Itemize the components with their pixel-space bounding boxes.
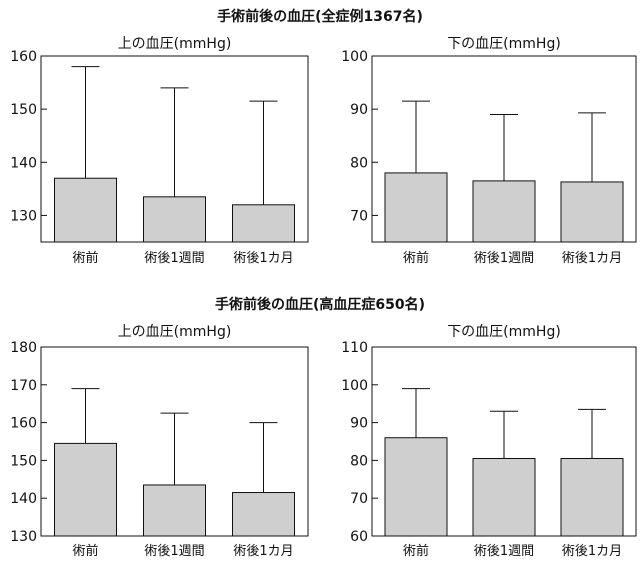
y-tick-label: 160 (10, 49, 37, 65)
category-label: 術前 (72, 543, 98, 559)
category-label: 術後1カ月 (562, 251, 622, 266)
chart-diastolic-hypertension: 下の血圧(mmHg) 60 70 80 90 100 110 術前 術後1週間 術後1カ月 (341, 324, 637, 559)
category-label: 術後1カ月 (562, 544, 622, 559)
bar (472, 458, 536, 537)
y-tick-label: 80 (350, 453, 368, 469)
y-tick-label: 60 (350, 529, 368, 545)
bar (232, 492, 295, 537)
y-tick-label: 70 (350, 208, 368, 224)
y-tick-label: 70 (350, 491, 368, 507)
y-tick-label: 170 (10, 378, 37, 394)
chart-systolic-hypertension: 上の血圧(mmHg) 130 140 150 160 170 180 術前 術後1週間 術後1カ月 (10, 324, 309, 559)
chart-diastolic-all: 下の血圧(mmHg) 70 80 90 100 術前 術後1週間 術後1カ月 (341, 36, 637, 266)
y-tick-label: 100 (341, 378, 368, 394)
chart-systolic-all: 上の血圧(mmHg) 130 140 150 160 術前 術後1週間 術後1カ月 (10, 36, 309, 266)
bar (143, 196, 206, 243)
y-tick-label: 180 (10, 340, 37, 356)
chart-title: 下の血圧(mmHg) (447, 324, 561, 340)
y-tick-label: 80 (350, 155, 368, 171)
section-title-hypertension: 手術前後の血圧(高血圧症650名) (214, 297, 426, 313)
category-label: 術後1週間 (474, 251, 534, 266)
y-tick-label: 140 (10, 491, 37, 507)
bar (560, 458, 624, 537)
category-label: 術後1週間 (474, 544, 534, 559)
y-tick-label: 150 (10, 102, 37, 118)
bar (143, 484, 206, 537)
category-label: 術前 (72, 250, 98, 266)
chart-title: 上の血圧(mmHg) (118, 36, 232, 52)
bar (54, 177, 117, 243)
y-tick-label: 110 (341, 340, 368, 356)
y-tick-label: 90 (350, 416, 368, 432)
bar (384, 437, 448, 537)
bar (560, 181, 624, 243)
category-label: 術後1週間 (144, 544, 204, 559)
y-tick-label: 100 (341, 49, 368, 65)
y-tick-label: 130 (10, 208, 37, 224)
y-tick-label: 130 (10, 529, 37, 545)
chart-title: 上の血圧(mmHg) (118, 324, 232, 340)
category-label: 術後1カ月 (233, 251, 293, 266)
y-tick-label: 90 (350, 102, 368, 118)
bar (472, 180, 536, 243)
y-tick-label: 150 (10, 453, 37, 469)
category-label: 術後1週間 (144, 251, 204, 266)
bar (384, 172, 448, 243)
bar (54, 442, 117, 537)
category-label: 術前 (403, 543, 429, 559)
category-label: 術前 (403, 250, 429, 266)
y-tick-label: 160 (10, 416, 37, 432)
chart-title: 下の血圧(mmHg) (447, 36, 561, 52)
category-label: 術後1カ月 (233, 544, 293, 559)
bar (232, 204, 295, 243)
section-title-all-patients: 手術前後の血圧(全症例1367名) (217, 9, 423, 25)
y-tick-label: 140 (10, 155, 37, 171)
